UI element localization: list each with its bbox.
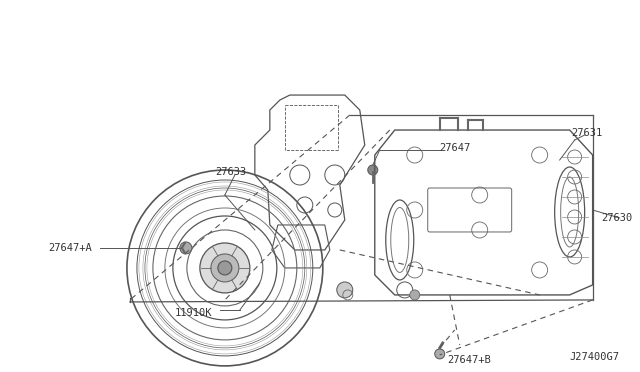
Text: J27400G7: J27400G7: [570, 352, 620, 362]
Text: 27647: 27647: [440, 143, 471, 153]
Text: 11910K: 11910K: [175, 308, 212, 318]
Text: 27633: 27633: [215, 167, 246, 177]
Circle shape: [337, 282, 353, 298]
Circle shape: [200, 243, 250, 293]
Text: 27647+A: 27647+A: [48, 243, 92, 253]
Circle shape: [218, 261, 232, 275]
Circle shape: [410, 290, 420, 300]
Circle shape: [368, 165, 378, 175]
Circle shape: [211, 254, 239, 282]
Text: 27647+B: 27647+B: [448, 355, 492, 365]
Text: 27631: 27631: [572, 128, 603, 138]
Circle shape: [435, 349, 445, 359]
Circle shape: [180, 242, 192, 254]
Text: 27630: 27630: [602, 213, 633, 223]
